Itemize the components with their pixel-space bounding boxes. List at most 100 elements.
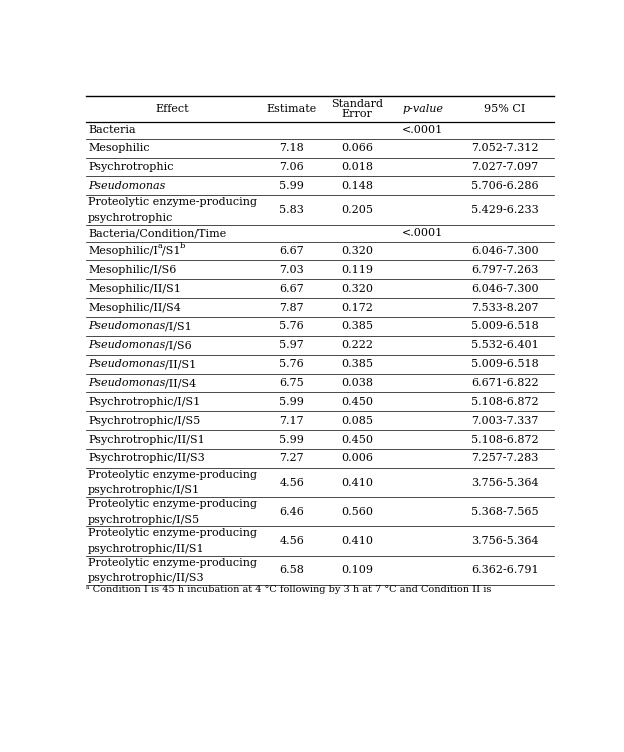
Text: 6.67: 6.67 bbox=[280, 284, 304, 294]
Text: /I/S1: /I/S1 bbox=[165, 321, 192, 332]
Text: Mesophilic/II/S4: Mesophilic/II/S4 bbox=[88, 302, 181, 313]
Text: Pseudomonas: Pseudomonas bbox=[88, 359, 165, 369]
Text: psychrotrophic/II/S1: psychrotrophic/II/S1 bbox=[88, 544, 205, 553]
Text: 7.003-7.337: 7.003-7.337 bbox=[471, 416, 539, 426]
Text: 0.320: 0.320 bbox=[341, 284, 373, 294]
Text: 6.67: 6.67 bbox=[280, 246, 304, 256]
Text: Error: Error bbox=[342, 110, 373, 120]
Text: 0.205: 0.205 bbox=[341, 205, 373, 215]
Text: Mesophilic/I/S6: Mesophilic/I/S6 bbox=[88, 265, 177, 274]
Text: Proteolytic enzyme-producing: Proteolytic enzyme-producing bbox=[88, 529, 257, 538]
Text: 7.257-7.283: 7.257-7.283 bbox=[471, 453, 539, 463]
Text: 6.797-7.263: 6.797-7.263 bbox=[471, 265, 539, 274]
Text: 0.066: 0.066 bbox=[341, 143, 373, 153]
Text: Pseudomonas: Pseudomonas bbox=[88, 378, 165, 388]
Text: Standard: Standard bbox=[331, 99, 383, 109]
Text: 5.368-7.565: 5.368-7.565 bbox=[471, 507, 539, 517]
Text: 0.172: 0.172 bbox=[341, 302, 373, 313]
Text: 7.18: 7.18 bbox=[280, 143, 304, 153]
Text: /S1: /S1 bbox=[162, 246, 180, 256]
Text: Effect: Effect bbox=[155, 104, 189, 114]
Text: 0.450: 0.450 bbox=[341, 397, 373, 407]
Text: 0.560: 0.560 bbox=[341, 507, 373, 517]
Text: 0.148: 0.148 bbox=[341, 181, 373, 191]
Text: Mesophilic/I: Mesophilic/I bbox=[88, 246, 158, 256]
Text: Proteolytic enzyme-producing: Proteolytic enzyme-producing bbox=[88, 197, 257, 208]
Text: ᵃ Condition I is 45 h incubation at 4 °C following by 3 h at 7 °C and Condition : ᵃ Condition I is 45 h incubation at 4 °C… bbox=[85, 585, 491, 594]
Text: 0.006: 0.006 bbox=[341, 453, 373, 463]
Text: psychrotrophic: psychrotrophic bbox=[88, 213, 173, 223]
Text: /II/S1: /II/S1 bbox=[165, 359, 197, 369]
Text: 5.009-6.518: 5.009-6.518 bbox=[471, 359, 539, 369]
Text: 0.085: 0.085 bbox=[341, 416, 373, 426]
Text: 5.83: 5.83 bbox=[280, 205, 304, 215]
Text: 0.119: 0.119 bbox=[341, 265, 373, 274]
Text: 0.222: 0.222 bbox=[341, 341, 373, 350]
Text: Mesophilic: Mesophilic bbox=[88, 143, 150, 153]
Text: 6.58: 6.58 bbox=[280, 566, 304, 575]
Text: /S1: /S1 bbox=[162, 246, 180, 256]
Text: 5.97: 5.97 bbox=[280, 341, 304, 350]
Text: Mesophilic/I: Mesophilic/I bbox=[88, 246, 158, 256]
Text: /II/S4: /II/S4 bbox=[165, 378, 197, 388]
Text: 6.362-6.791: 6.362-6.791 bbox=[471, 566, 539, 575]
Text: 0.385: 0.385 bbox=[341, 359, 373, 369]
Text: Psychrotrophic/II/S1: Psychrotrophic/II/S1 bbox=[88, 435, 205, 444]
Text: 7.052-7.312: 7.052-7.312 bbox=[471, 143, 539, 153]
Text: Proteolytic enzyme-producing: Proteolytic enzyme-producing bbox=[88, 470, 257, 480]
Text: 6.46: 6.46 bbox=[280, 507, 304, 517]
Text: 4.56: 4.56 bbox=[280, 536, 304, 546]
Text: 0.320: 0.320 bbox=[341, 246, 373, 256]
Text: 5.532-6.401: 5.532-6.401 bbox=[471, 341, 539, 350]
Text: Estimate: Estimate bbox=[266, 104, 317, 114]
Text: 5.108-6.872: 5.108-6.872 bbox=[471, 435, 539, 444]
Text: Bacteria: Bacteria bbox=[88, 126, 135, 135]
Text: 7.533-8.207: 7.533-8.207 bbox=[471, 302, 539, 313]
Text: 0.385: 0.385 bbox=[341, 321, 373, 332]
Text: b: b bbox=[180, 241, 185, 250]
Text: Pseudomonas: Pseudomonas bbox=[88, 341, 165, 350]
Text: 7.06: 7.06 bbox=[280, 162, 304, 172]
Text: 95% CI: 95% CI bbox=[484, 104, 525, 114]
Text: Mesophilic/II/S1: Mesophilic/II/S1 bbox=[88, 284, 181, 294]
Text: 0.018: 0.018 bbox=[341, 162, 373, 172]
Text: 0.450: 0.450 bbox=[341, 435, 373, 444]
Text: Bacteria/Condition/Time: Bacteria/Condition/Time bbox=[88, 228, 227, 238]
Text: 5.76: 5.76 bbox=[280, 321, 304, 332]
Text: 0.410: 0.410 bbox=[341, 478, 373, 487]
Text: 5.429-6.233: 5.429-6.233 bbox=[471, 205, 539, 215]
Text: 3.756-5.364: 3.756-5.364 bbox=[471, 478, 539, 487]
Text: 5.99: 5.99 bbox=[280, 435, 304, 444]
Text: 3.756-5.364: 3.756-5.364 bbox=[471, 536, 539, 546]
Text: Proteolytic enzyme-producing: Proteolytic enzyme-producing bbox=[88, 499, 257, 509]
Text: 0.109: 0.109 bbox=[341, 566, 373, 575]
Text: 4.56: 4.56 bbox=[280, 478, 304, 487]
Text: 5.99: 5.99 bbox=[280, 181, 304, 191]
Text: Psychrotrophic: Psychrotrophic bbox=[88, 162, 173, 172]
Text: Pseudomonas: Pseudomonas bbox=[88, 181, 165, 191]
Text: 5.76: 5.76 bbox=[280, 359, 304, 369]
Text: 6.75: 6.75 bbox=[280, 378, 304, 388]
Text: 7.87: 7.87 bbox=[280, 302, 304, 313]
Text: 6.671-6.822: 6.671-6.822 bbox=[471, 378, 539, 388]
Text: 6.046-7.300: 6.046-7.300 bbox=[471, 284, 539, 294]
Text: 0.038: 0.038 bbox=[341, 378, 373, 388]
Text: 0.410: 0.410 bbox=[341, 536, 373, 546]
Text: 5.706-6.286: 5.706-6.286 bbox=[471, 181, 539, 191]
Text: 5.108-6.872: 5.108-6.872 bbox=[471, 397, 539, 407]
Text: 6.046-7.300: 6.046-7.300 bbox=[471, 246, 539, 256]
Text: 7.03: 7.03 bbox=[280, 265, 304, 274]
Text: /I/S6: /I/S6 bbox=[165, 341, 192, 350]
Text: 7.27: 7.27 bbox=[280, 453, 304, 463]
Text: Psychrotrophic/II/S3: Psychrotrophic/II/S3 bbox=[88, 453, 205, 463]
Text: <.0001: <.0001 bbox=[402, 126, 444, 135]
Text: Psychrotrophic/I/S1: Psychrotrophic/I/S1 bbox=[88, 397, 200, 407]
Text: psychrotrophic/I/S5: psychrotrophic/I/S5 bbox=[88, 514, 200, 524]
Text: Proteolytic enzyme-producing: Proteolytic enzyme-producing bbox=[88, 558, 257, 568]
Text: 7.17: 7.17 bbox=[280, 416, 304, 426]
Text: 5.99: 5.99 bbox=[280, 397, 304, 407]
Text: 5.009-6.518: 5.009-6.518 bbox=[471, 321, 539, 332]
Text: p-value: p-value bbox=[402, 104, 443, 114]
Text: Psychrotrophic/I/S5: Psychrotrophic/I/S5 bbox=[88, 416, 200, 426]
Text: psychrotrophic/II/S3: psychrotrophic/II/S3 bbox=[88, 573, 205, 583]
